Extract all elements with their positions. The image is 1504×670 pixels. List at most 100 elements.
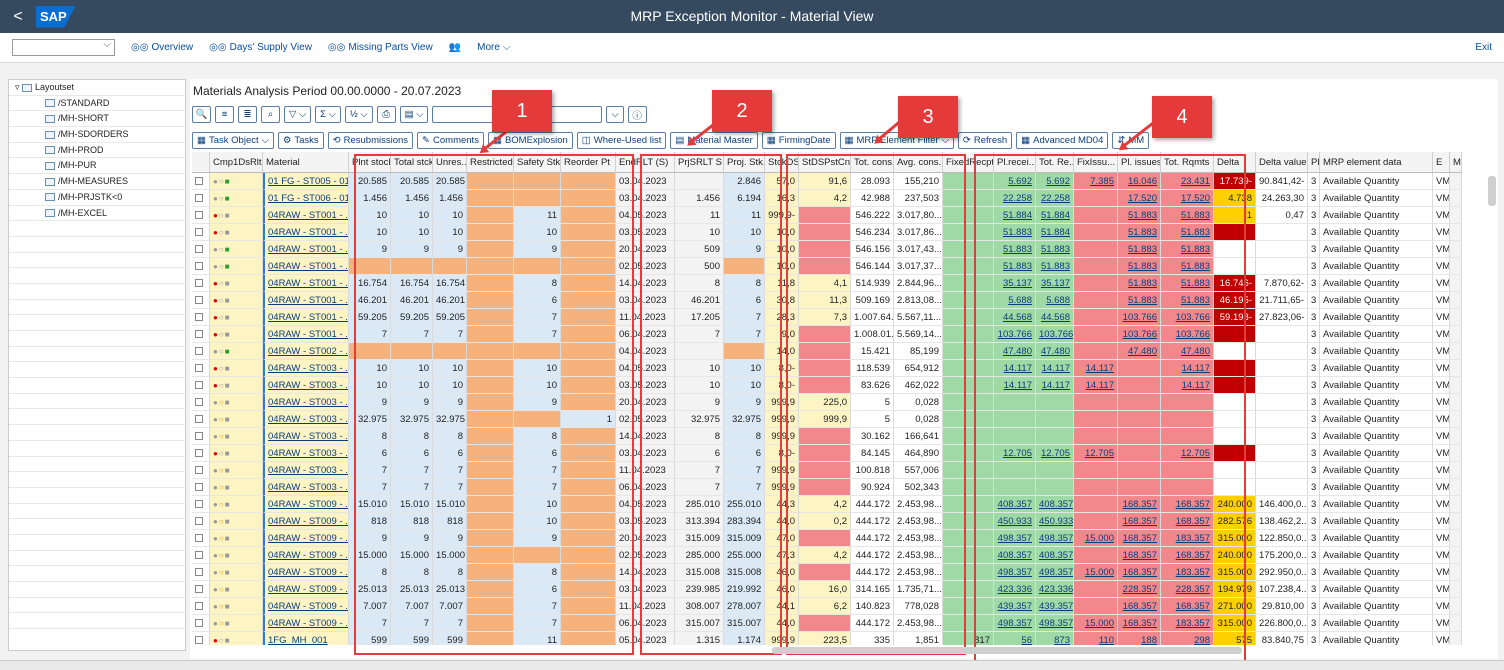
checkbox[interactable] <box>195 636 203 645</box>
row-select[interactable] <box>192 530 210 547</box>
details-icon[interactable]: 🔍 <box>192 106 211 123</box>
column-header[interactable]: E <box>1433 152 1450 173</box>
cell-m[interactable]: 04RAW - ST002 - ... <box>263 343 349 360</box>
table-row[interactable]: ●○■ 04RAW - ST009 - ... 15.000 15.000 15.000… <box>192 547 1462 564</box>
checkbox[interactable] <box>195 228 203 237</box>
tree-item[interactable]: /MH-SDORDERS <box>9 127 185 143</box>
row-select[interactable] <box>192 547 210 564</box>
row-select[interactable] <box>192 479 210 496</box>
exit-link[interactable]: Exit <box>1475 42 1492 53</box>
filter-icon[interactable]: ▽ ⌵ <box>284 106 312 123</box>
table-row[interactable]: ●○■ 04RAW - ST001 - ... 02.05.2023 500 10,0 5… <box>192 258 1462 275</box>
table-row[interactable]: ●○■ 04RAW - ST009 - ... 15.010 15.010 15.010… <box>192 496 1462 513</box>
column-header[interactable]: Total stck <box>391 152 433 173</box>
row-select[interactable] <box>192 598 210 615</box>
cell-m[interactable]: 01 FG - ST006 - 01 <box>263 190 349 207</box>
checkbox[interactable] <box>195 500 203 509</box>
row-select[interactable] <box>192 292 210 309</box>
column-header[interactable]: Delta <box>1214 152 1256 173</box>
find-icon[interactable]: ⌕ <box>261 106 280 123</box>
toolbar-button[interactable]: ▤ Material Master <box>670 132 758 149</box>
cell-m[interactable]: 04RAW - ST001 - ... <box>263 258 349 275</box>
cell-m[interactable]: 04RAW - ST003 - ... <box>263 394 349 411</box>
checkbox[interactable] <box>195 568 203 577</box>
table-row[interactable]: ●○■ 04RAW - ST001 - ... 9 9 9 9 20.04.2023 509 9… <box>192 241 1462 258</box>
cell-m[interactable]: 04RAW - ST009 - ... <box>263 530 349 547</box>
toolbar-button[interactable]: ▦ Advanced MD04 <box>1016 132 1109 149</box>
cell-m[interactable]: 04RAW - ST009 - ... <box>263 547 349 564</box>
more-menu[interactable]: More ⌵ <box>477 42 511 53</box>
table-row[interactable]: ●○■ 1FG_MH_001 599 599 599 11 05.04.2023 1.315 1… <box>192 632 1462 645</box>
table-row[interactable]: ●○■ 04RAW - ST009 - ... 818 818 818 10 03.05.2… <box>192 513 1462 530</box>
column-header[interactable]: Tot. Rqmts <box>1161 152 1214 173</box>
checkbox[interactable] <box>195 415 203 424</box>
missing-parts-link[interactable]: ◎◎ Missing Parts View <box>327 42 433 53</box>
column-header[interactable]: Pl.recei... <box>994 152 1036 173</box>
table-row[interactable]: ●○■ 04RAW - ST009 - ... 25.013 25.013 25.013… <box>192 581 1462 598</box>
column-header[interactable]: Proj. Stk. <box>724 152 765 173</box>
checkbox[interactable] <box>195 517 203 526</box>
cell-m[interactable]: 04RAW - ST009 - ... <box>263 564 349 581</box>
back-button[interactable]: < <box>13 7 23 25</box>
row-select[interactable] <box>192 615 210 632</box>
checkbox[interactable] <box>195 483 203 492</box>
variant-select[interactable] <box>12 39 115 56</box>
table-row[interactable]: ●○■ 04RAW - ST003 - ... 9 9 9 9 20.04.2023 9 9 99… <box>192 394 1462 411</box>
vertical-scrollbar[interactable] <box>1488 176 1496 206</box>
checkbox[interactable] <box>195 211 203 220</box>
cell-m[interactable]: 04RAW - ST009 - ... <box>263 598 349 615</box>
cell-m[interactable]: 04RAW - ST003 - ... <box>263 377 349 394</box>
tree-item[interactable]: /MH-SHORT <box>9 111 185 128</box>
column-header[interactable]: EndRLT (S) <box>616 152 675 173</box>
tree-item[interactable]: /STANDARD <box>9 96 185 112</box>
cell-m[interactable]: 04RAW - ST001 - ... <box>263 275 349 292</box>
row-select[interactable] <box>192 581 210 598</box>
cell-m[interactable]: 04RAW - ST003 - ... <box>263 360 349 377</box>
checkbox[interactable] <box>195 262 203 271</box>
toolbar-button[interactable]: ▦ Task Object ⌵ <box>192 132 274 149</box>
tree-item[interactable]: /MH-PRJSTK<0 <box>9 190 185 206</box>
row-select[interactable] <box>192 258 210 275</box>
cell-m[interactable]: 1FG_MH_001 <box>263 632 349 645</box>
toolbar-button[interactable]: ✎ Comments <box>417 132 484 149</box>
row-select[interactable] <box>192 343 210 360</box>
cell-m[interactable]: 04RAW - ST003 - ... <box>263 445 349 462</box>
column-header[interactable]: Cmp1DsRlt <box>210 152 263 173</box>
cell-m[interactable]: 04RAW - ST009 - ... <box>263 581 349 598</box>
checkbox[interactable] <box>195 194 203 203</box>
align-center-icon[interactable]: ≣ <box>238 106 257 123</box>
checkbox[interactable] <box>195 347 203 356</box>
table-row[interactable]: ●○■ 01 FG - ST005 - 01 20.585 20.585 20.585 0… <box>192 173 1462 190</box>
checkbox[interactable] <box>195 296 203 305</box>
toolbar-button[interactable]: ▦ FirmingDate <box>761 132 836 149</box>
column-header[interactable]: StckDS <box>765 152 799 173</box>
row-select[interactable] <box>192 564 210 581</box>
column-header[interactable]: Tot. cons. <box>851 152 894 173</box>
cell-m[interactable]: 01 FG - ST005 - 01 <box>263 173 349 190</box>
table-row[interactable]: ●○■ 04RAW - ST003 - ... 10 10 10 10 04.05.2023… <box>192 360 1462 377</box>
row-select[interactable] <box>192 309 210 326</box>
users-icon[interactable]: 👥 <box>448 42 462 53</box>
sum-icon[interactable]: Σ ⌵ <box>315 106 341 123</box>
checkbox[interactable] <box>195 245 203 254</box>
table-row[interactable]: ●○■ 04RAW - ST009 - ... 7 7 7 7 06.04.2023 315.… <box>192 615 1462 632</box>
cell-m[interactable]: 04RAW - ST003 - ... <box>263 428 349 445</box>
checkbox[interactable] <box>195 466 203 475</box>
checkbox[interactable] <box>195 364 203 373</box>
checkbox[interactable] <box>195 398 203 407</box>
checkbox[interactable] <box>195 432 203 441</box>
align-icon[interactable]: ≡ <box>215 106 234 123</box>
row-select[interactable] <box>192 360 210 377</box>
column-header[interactable]: Pl <box>1308 152 1320 173</box>
cell-m[interactable]: 04RAW - ST001 - ... <box>263 326 349 343</box>
checkbox[interactable] <box>195 534 203 543</box>
column-header[interactable]: M <box>1450 152 1462 173</box>
row-select[interactable] <box>192 241 210 258</box>
column-header[interactable]: Pl. issues <box>1118 152 1161 173</box>
table-row[interactable]: ●○■ 04RAW - ST003 - ... 32.975 32.975 32.975… <box>192 411 1462 428</box>
checkbox[interactable] <box>195 619 203 628</box>
row-select[interactable] <box>192 411 210 428</box>
toolbar-button[interactable]: ⟳ Refresh <box>957 132 1013 149</box>
column-header[interactable]: PrjSRLT S <box>675 152 724 173</box>
overview-link[interactable]: ◎◎ Overview <box>131 42 194 53</box>
